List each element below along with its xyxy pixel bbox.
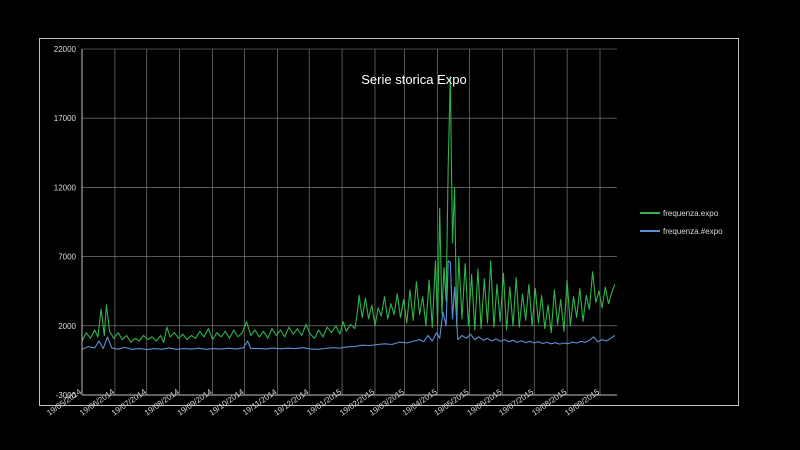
x-tick-label: 19/07/2014	[110, 387, 148, 418]
y-tick-label: 12000	[54, 183, 77, 192]
x-tick-label: 19/10/2014	[208, 387, 246, 418]
x-tick-label: 19/08/2015	[530, 387, 568, 418]
x-tick-label: 19/09/2015	[563, 387, 601, 418]
x-tick-label: 19/01/2015	[305, 387, 343, 418]
series-line-1	[81, 76, 616, 343]
series-layer	[81, 76, 616, 351]
x-tick-label: 19/08/2014	[143, 387, 181, 418]
x-tick-label: 19/07/2015	[497, 387, 535, 418]
y-tick-label: 17000	[54, 114, 77, 123]
grid-layer	[81, 48, 617, 395]
y-tick-label: 2000	[58, 322, 76, 331]
x-tick-label: 19/12/2014	[272, 387, 310, 418]
series-line-2	[81, 260, 616, 351]
chart-title: Serie storica Expo	[361, 72, 467, 87]
legend-label: frequenza.expo	[663, 209, 719, 218]
y-tick-label: 22000	[54, 45, 77, 54]
legend-label: frequenza.#expo	[663, 227, 723, 236]
axis-layer: 20007000120001700022000-300019/05/201419…	[45, 45, 617, 418]
y-tick-label: -3000	[56, 391, 77, 400]
legend: frequenza.expo frequenza.#expo	[640, 209, 723, 236]
y-tick-label: 7000	[58, 253, 76, 262]
x-tick-label: 19/05/2015	[433, 387, 471, 418]
